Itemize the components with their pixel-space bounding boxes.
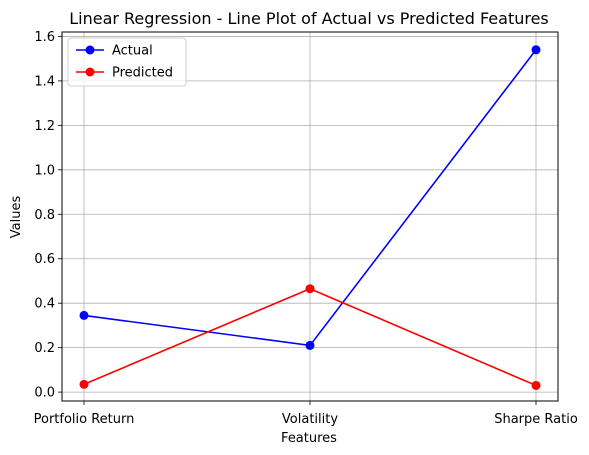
data-point-actual <box>531 45 541 55</box>
y-tick-label: 0.8 <box>34 208 55 223</box>
plot-series <box>79 45 541 390</box>
x-tick-label: Sharpe Ratio <box>494 412 578 427</box>
legend-label-actual: Actual <box>112 44 153 59</box>
y-tick-label: 1.6 <box>34 30 55 45</box>
y-tick-label: 0.6 <box>34 252 55 267</box>
x-axis-label: Features <box>281 431 337 446</box>
data-point-predicted <box>531 380 541 390</box>
y-tick-label: 1.2 <box>34 119 55 134</box>
legend: Actual Predicted <box>67 37 187 87</box>
y-tick-label: 0.0 <box>34 386 55 401</box>
axis-ticks: 0.0 0.2 0.4 0.6 0.8 1.0 1.2 1.4 1.6 Portfolio Ret… <box>34 30 578 427</box>
y-tick-label: 0.2 <box>34 341 55 356</box>
data-point-predicted <box>305 284 315 294</box>
x-tick-label: Portfolio Return <box>34 412 135 427</box>
grid-lines <box>62 32 558 401</box>
data-point-actual <box>305 340 315 350</box>
x-tick-label: Volatility <box>282 412 338 427</box>
legend-marker-actual <box>85 45 95 55</box>
legend-marker-predicted <box>85 67 95 77</box>
y-tick-label: 0.4 <box>34 297 55 312</box>
data-point-predicted <box>79 379 89 389</box>
y-tick-label: 1.0 <box>34 163 55 178</box>
legend-label-predicted: Predicted <box>112 66 173 81</box>
y-tick-label: 1.4 <box>34 74 55 89</box>
y-axis-label: Values <box>9 196 24 239</box>
data-point-actual <box>79 310 89 320</box>
chart-title: Linear Regression - Line Plot of Actual … <box>69 9 549 28</box>
